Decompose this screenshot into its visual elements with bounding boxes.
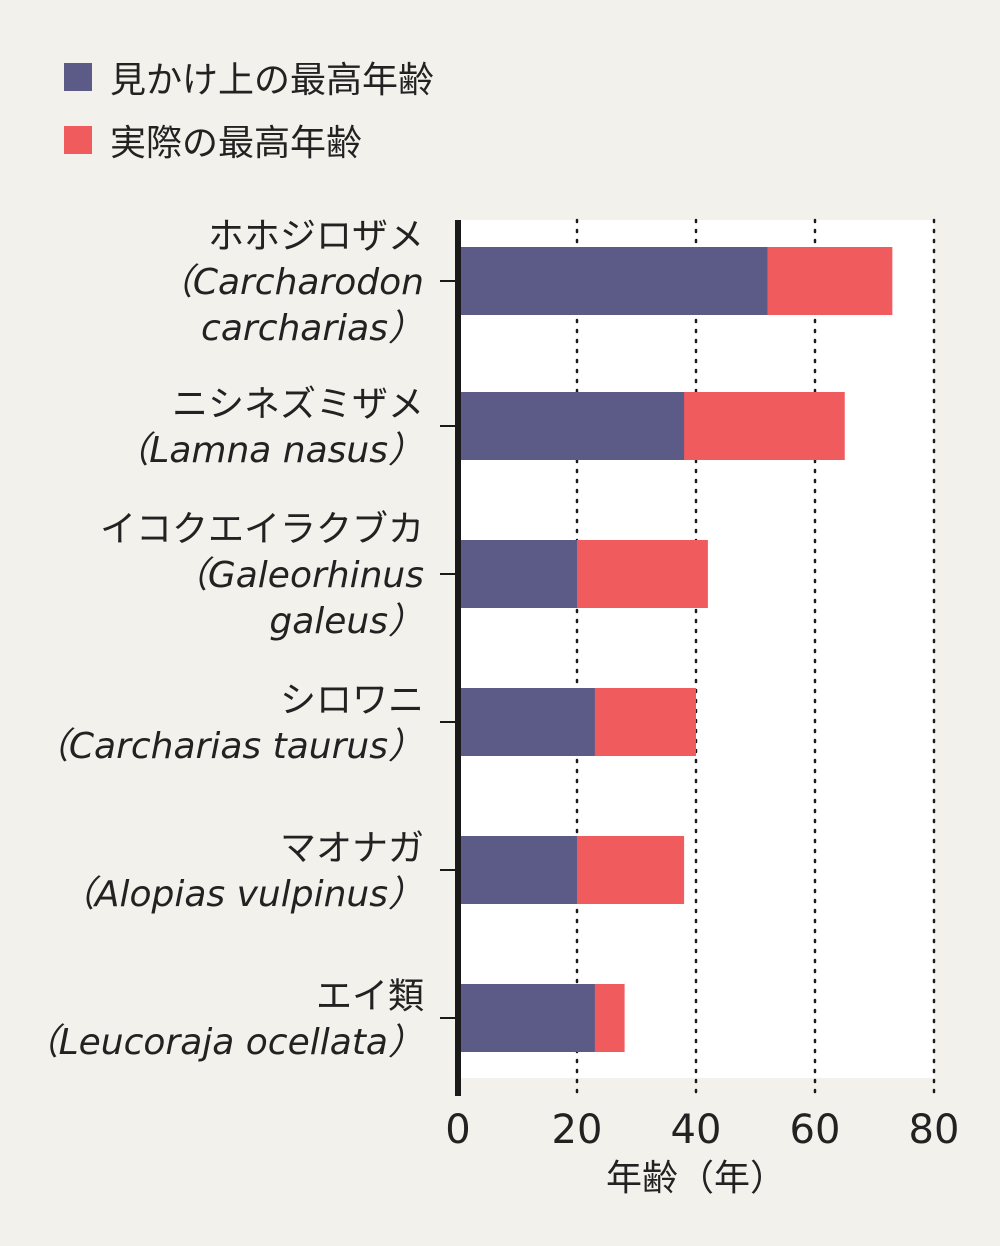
category-label-jp-0: ホホジロザメ: [208, 216, 424, 257]
category-label-jp-1: ニシネズミザメ: [172, 384, 424, 425]
bars: [458, 247, 893, 1052]
category-label-sci-3-1: （Carcharias taurus）: [33, 726, 424, 767]
bar-apparent-4: [458, 836, 577, 904]
legend-swatch-apparent: [64, 63, 92, 91]
bar-apparent-2: [458, 540, 577, 608]
bar-apparent-1: [458, 392, 685, 460]
category-label-sci-2-1: （Galeorhinus: [172, 555, 424, 596]
legend-label-actual: 実際の最高年齢: [110, 123, 362, 164]
category-label-sci-5-1: （Leucoraja ocellata）: [23, 1022, 424, 1063]
x-tick-labels: 0 20 40 60 80: [445, 1107, 959, 1153]
bar-apparent-0: [458, 247, 768, 315]
legend: 見かけ上の最高年齢 実際の最高年齢: [64, 60, 434, 164]
category-label-sci-0-1: （Carcharodon: [157, 262, 424, 303]
x-tick-label-80: 80: [909, 1107, 960, 1153]
category-label-sci-1-1: （Lamna nasus）: [113, 430, 424, 471]
category-labels: ホホジロザメ （Carcharodon carcharias） ニシネズミザメ （Lam…: [23, 216, 424, 1063]
x-tick-label-40: 40: [671, 1107, 722, 1153]
bar-apparent-3: [458, 688, 595, 756]
bar-apparent-5: [458, 984, 595, 1052]
x-tick-label-60: 60: [790, 1107, 841, 1153]
category-label-sci-2-2: galeus）: [269, 601, 424, 642]
category-label-sci-0-2: carcharias）: [201, 308, 424, 349]
grid-lines: [575, 218, 936, 1098]
x-tick-label-20: 20: [552, 1107, 603, 1153]
category-label-jp-4: マオナガ: [280, 828, 424, 869]
x-axis-title: 年齢（年）: [606, 1158, 786, 1199]
category-label-sci-4-1: （Alopias vulpinus）: [59, 874, 424, 915]
category-label-jp-2: イコクエイラクブカ: [100, 509, 424, 550]
legend-label-apparent: 見かけ上の最高年齢: [110, 60, 434, 101]
legend-swatch-actual: [64, 126, 92, 154]
category-label-jp-5: エイ類: [316, 976, 424, 1017]
category-label-jp-3: シロワニ: [280, 680, 424, 721]
x-tick-label-0: 0: [445, 1107, 470, 1153]
